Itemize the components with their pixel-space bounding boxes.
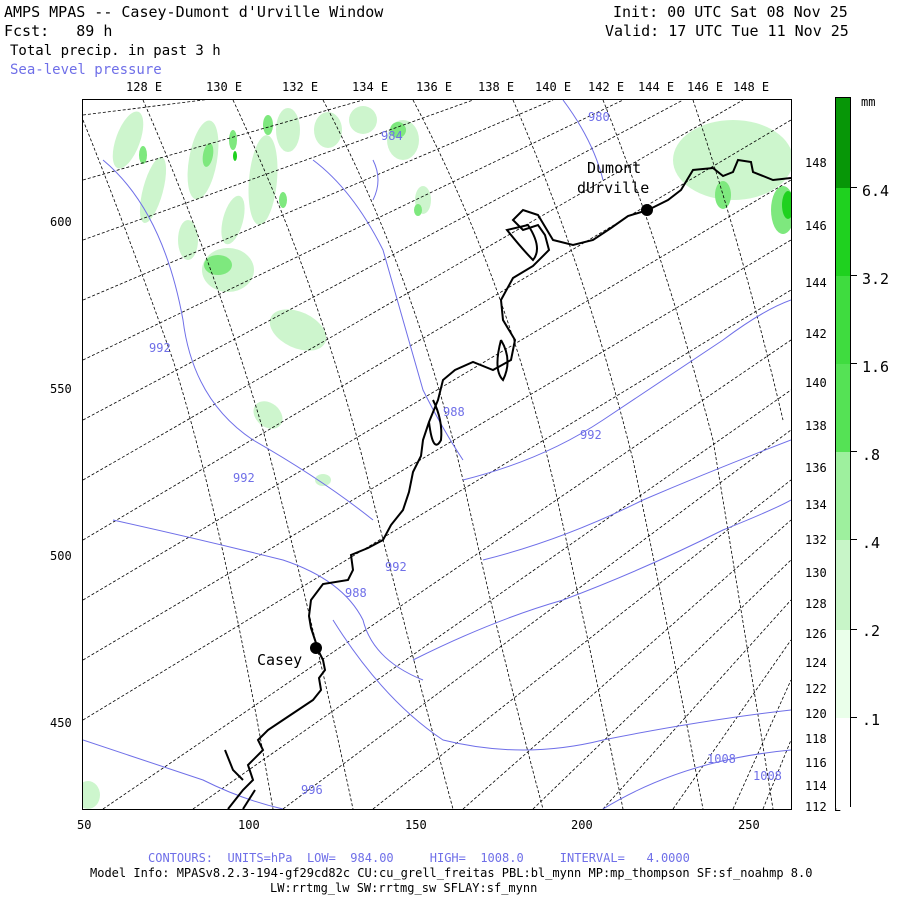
- colorbar-tick: [851, 187, 857, 188]
- init-time: Init: 00 UTC Sat 08 Nov 25: [613, 3, 848, 21]
- right-lon-label: 144 E: [805, 276, 842, 290]
- right-lon-label: 134 E: [805, 498, 842, 512]
- field-label-slp: Sea-level pressure: [10, 62, 162, 78]
- y-tick-label: 450: [50, 716, 72, 730]
- colorbar-segment: [836, 188, 850, 276]
- right-lon-label: 132 E: [805, 533, 842, 547]
- right-lon-label: 146 E: [805, 219, 842, 233]
- colorbar-tick: [851, 629, 857, 630]
- top-lon-label: 130 E: [206, 80, 243, 94]
- contour-label: 1008: [753, 769, 782, 783]
- slp-contours: [83, 100, 791, 809]
- colorbar-segment: [836, 98, 850, 188]
- map-title: AMPS MPAS -- Casey-Dumont d'Urville Wind…: [4, 3, 384, 21]
- colorbar-tick: [851, 451, 857, 452]
- station-label-casey: Casey: [257, 651, 302, 669]
- top-lon-label: 134 E: [352, 80, 389, 94]
- right-lon-label: 136 E: [805, 461, 842, 475]
- right-lon-label: 116 E: [805, 756, 842, 770]
- station-label-dumont: Dumont: [587, 159, 641, 177]
- right-lon-label: 148 E: [805, 156, 842, 170]
- top-lon-label: 140 E: [535, 80, 572, 94]
- station-label-durville: dUrville: [577, 179, 649, 197]
- top-lon-label: 148 E: [733, 80, 770, 94]
- top-lon-label: 146 E: [687, 80, 724, 94]
- colorbar-tick: [851, 275, 857, 276]
- slp-contour-labels: 980 984 992 992 988 992 992 988 996 1008…: [149, 110, 782, 797]
- right-lon-label: 124 E: [805, 656, 842, 670]
- right-lon-label: 118 E: [805, 732, 842, 746]
- right-lon-label: 142 E: [805, 327, 842, 341]
- x-tick-label: 150: [405, 818, 427, 832]
- graticule: [83, 100, 791, 809]
- contour-label: 996: [301, 783, 323, 797]
- contour-label: 1008: [707, 752, 736, 766]
- y-tick-label: 600: [50, 215, 72, 229]
- right-lon-label: 120 E: [805, 707, 842, 721]
- colorbar-label: 6.4: [862, 182, 890, 200]
- colorbar-segment: [836, 452, 850, 540]
- map-panel: 980 984 992 992 988 992 992 988 996 1008…: [82, 99, 792, 810]
- colorbar-label: 3.2: [862, 270, 890, 288]
- x-tick-label: 250: [738, 818, 760, 832]
- colorbar-label: .4: [862, 534, 881, 552]
- top-lon-label: 138 E: [478, 80, 515, 94]
- station-dot-casey: [310, 642, 322, 654]
- right-lon-label: 112 E: [805, 800, 842, 814]
- right-lon-label: 128 E: [805, 597, 842, 611]
- precip-shading: [83, 106, 791, 809]
- colorbar-tick: [851, 717, 857, 718]
- right-lon-label: 114 E: [805, 779, 842, 793]
- x-tick-label: 100: [238, 818, 260, 832]
- model-info: Model Info: MPASv8.2.3-194-gf29cd82c CU:…: [90, 866, 813, 880]
- right-lon-label: 126 E: [805, 627, 842, 641]
- contour-label: 988: [345, 586, 367, 600]
- valid-time: Valid: 17 UTC Tue 11 Nov 25: [605, 22, 849, 40]
- top-lon-label: 144 E: [638, 80, 675, 94]
- contour-label: 988: [443, 405, 465, 419]
- right-lon-label: 140 E: [805, 376, 842, 390]
- station-dot-dumont: [641, 204, 653, 216]
- field-label-precip: Total precip. in past 3 h: [10, 43, 221, 59]
- colorbar-unit: mm: [861, 95, 876, 109]
- contour-label: 992: [233, 471, 255, 485]
- colorbar-label: .1: [862, 711, 881, 729]
- colorbar-label: .2: [862, 622, 881, 640]
- colorbar-tick: [851, 539, 857, 540]
- colorbar-tick: [851, 363, 857, 364]
- contour-label: 992: [385, 560, 407, 574]
- top-lon-label: 132 E: [282, 80, 319, 94]
- colorbar-segment: [836, 540, 850, 630]
- y-tick-label: 500: [50, 549, 72, 563]
- colorbar-segment: [836, 630, 850, 718]
- forecast-hour: Fcst: 89 h: [4, 22, 113, 40]
- colorbar-segment: [836, 364, 850, 452]
- contour-info: CONTOURS: UNITS=hPa LOW= 984.00 HIGH= 10…: [148, 851, 690, 865]
- colorbar-label: .8: [862, 446, 881, 464]
- model-info-2: LW:rrtmg_lw SW:rrtmg_sw SFLAY:sf_mynn: [270, 881, 538, 895]
- contour-label: 992: [149, 341, 171, 355]
- colorbar-segment: [836, 276, 850, 364]
- colorbar: [835, 97, 851, 808]
- contour-label: 992: [580, 428, 602, 442]
- x-tick-label: 200: [571, 818, 593, 832]
- right-lon-label: 122 E: [805, 682, 842, 696]
- coastline: [224, 158, 791, 809]
- top-lon-label: 142 E: [588, 80, 625, 94]
- station-markers: [310, 204, 653, 654]
- right-lon-label: 130 E: [805, 566, 842, 580]
- colorbar-label: 1.6: [862, 358, 890, 376]
- y-tick-label: 550: [50, 382, 72, 396]
- colorbar-segment: [836, 718, 850, 808]
- contour-label: 980: [588, 110, 610, 124]
- right-lon-label: 138 E: [805, 419, 842, 433]
- top-lon-label: 128 E: [126, 80, 163, 94]
- map-canvas: 980 984 992 992 988 992 992 988 996 1008…: [83, 100, 791, 809]
- contour-label: 984: [381, 129, 403, 143]
- x-tick-label: 50: [77, 818, 92, 832]
- top-lon-label: 136 E: [416, 80, 453, 94]
